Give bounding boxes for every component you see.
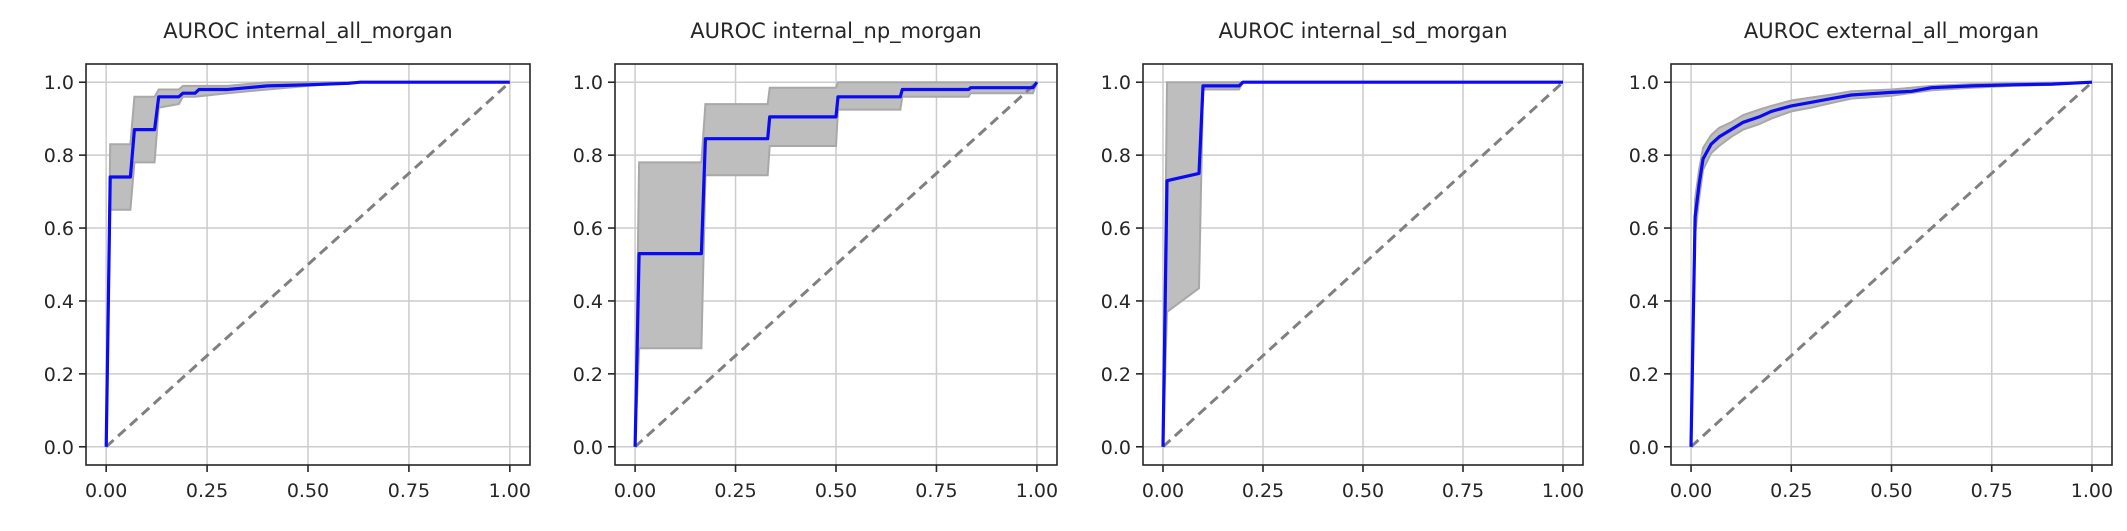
confidence-band (634, 81, 1039, 447)
y-tick-label: 0.2 (573, 364, 603, 386)
chart-panel-internal-np: AUROC internal_np_morgan 0.00 0.25 0.50 0.7… (573, 19, 1058, 502)
x-tick-label: 0.25 (1242, 480, 1284, 502)
y-tick-label: 0.2 (1101, 364, 1131, 386)
x-tick-label: 0.50 (1342, 480, 1384, 502)
chart-panel-internal-sd: AUROC internal_sd_morgan 0.00 0.25 0.50 0.7… (1101, 19, 1584, 502)
x-tick-label: 0.50 (815, 480, 857, 502)
y-tick-label: 0.6 (44, 218, 74, 240)
y-tick-label: 0.8 (573, 145, 603, 167)
panel-title: AUROC external_all_morgan (1744, 19, 2039, 44)
y-tick-label: 0.8 (1101, 145, 1131, 167)
chance-diagonal-line (1161, 81, 1565, 448)
x-tick-label: 0.50 (1870, 480, 1912, 502)
y-tick-label: 1.0 (1101, 72, 1131, 94)
x-tick-label: 0.25 (1770, 480, 1812, 502)
plot-area: 0.00 0.25 0.50 0.75 1.00 0.0 0.2 0.4 0.6 0.8 1.0 (1629, 63, 2113, 502)
y-tick-label: 0.6 (1629, 218, 1659, 240)
x-tick-label: 1.00 (1542, 480, 1584, 502)
roc-curve-line (104, 80, 510, 447)
x-tick-label: 0.75 (388, 480, 430, 502)
y-tick-label: 0.4 (1629, 291, 1659, 313)
x-tick-label: 0.00 (614, 480, 656, 502)
y-tick-label: 0.8 (44, 145, 74, 167)
y-tick-label: 1.0 (573, 72, 603, 94)
y-tick-label: 0.0 (573, 437, 603, 459)
x-tick-label: 0.75 (1442, 480, 1484, 502)
x-tick-label: 1.00 (2071, 480, 2113, 502)
x-tick-label: 0.75 (915, 480, 957, 502)
y-tick-label: 0.0 (1101, 437, 1131, 459)
plot-area: 0.00 0.25 0.50 0.75 1.00 0.0 0.2 0.4 0.6 0.8 1.0 (44, 63, 531, 502)
x-tick-label: 0.00 (1670, 480, 1712, 502)
y-tick-label: 0.4 (1101, 291, 1131, 313)
y-tick-label: 0.4 (573, 291, 603, 313)
chart-panel-internal-all: AUROC internal_all_morgan 0.00 0.25 0.50 0.… (44, 19, 531, 502)
y-tick-label: 0.0 (1629, 437, 1659, 459)
chance-diagonal-line (105, 81, 511, 448)
x-tick-label: 1.00 (1016, 480, 1058, 502)
roc-curve-line (1161, 80, 1563, 447)
plot-area: 0.00 0.25 0.50 0.75 1.00 0.0 0.2 0.4 0.6 0.8 1.0 (573, 63, 1058, 502)
y-tick-label: 0.6 (573, 218, 603, 240)
y-tick-label: 0.2 (1629, 364, 1659, 386)
plot-area: 0.00 0.25 0.50 0.75 1.00 0.0 0.2 0.4 0.6 0.8 1.0 (1101, 63, 1584, 502)
y-tick-label: 0.8 (1629, 145, 1659, 167)
y-tick-label: 1.0 (44, 72, 74, 94)
chance-diagonal-line (634, 81, 1038, 448)
panel-title: AUROC internal_all_morgan (163, 19, 452, 44)
y-tick-label: 0.4 (44, 291, 74, 313)
x-tick-label: 0.00 (1142, 480, 1184, 502)
roc-curve-line (1689, 80, 2093, 447)
x-tick-label: 0.00 (85, 480, 127, 502)
chance-diagonal-line (1690, 81, 2093, 448)
roc-curve-line (633, 81, 1039, 447)
x-tick-label: 0.25 (186, 480, 228, 502)
x-tick-label: 1.00 (489, 480, 531, 502)
x-tick-label: 0.75 (1971, 480, 2013, 502)
x-tick-label: 0.50 (287, 480, 329, 502)
y-tick-label: 0.0 (44, 437, 74, 459)
y-tick-label: 0.6 (1101, 218, 1131, 240)
panel-title: AUROC internal_np_morgan (690, 19, 982, 44)
y-tick-label: 0.2 (44, 364, 74, 386)
panel-title: AUROC internal_sd_morgan (1218, 19, 1507, 44)
x-tick-label: 0.25 (714, 480, 756, 502)
y-tick-label: 1.0 (1629, 72, 1659, 94)
chart-panel-external-all: AUROC external_all_morgan 0.00 0.25 0.50 0.… (1629, 19, 2113, 502)
